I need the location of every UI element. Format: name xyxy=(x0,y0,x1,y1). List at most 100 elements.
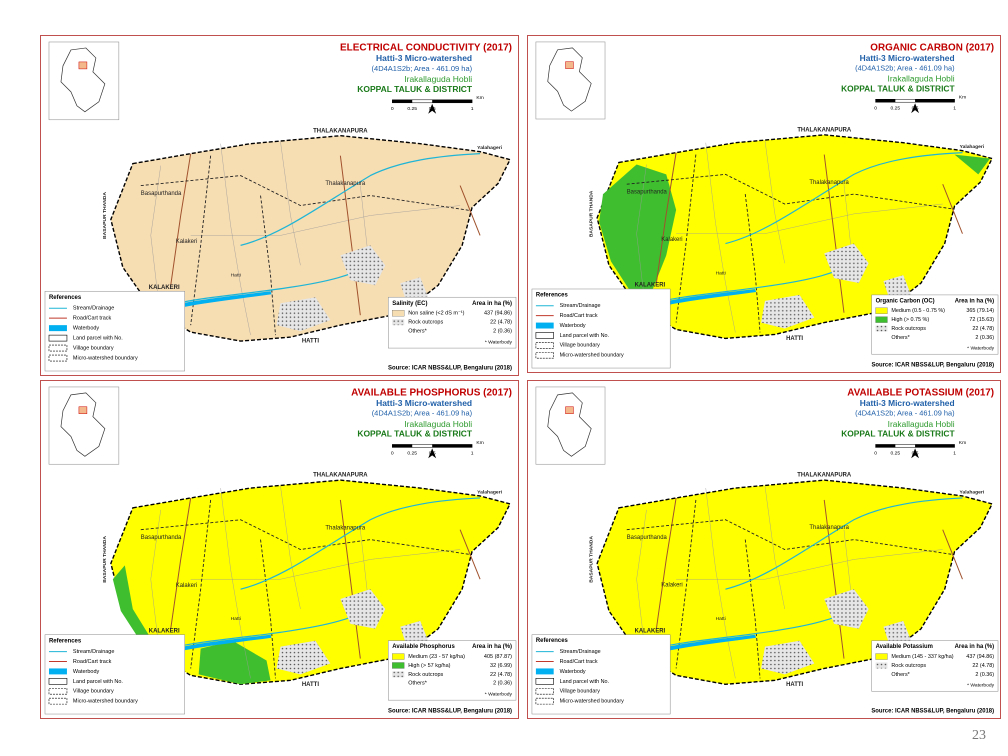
high-zone xyxy=(112,565,155,645)
scale-bar-seg xyxy=(915,444,955,448)
ref-symbol xyxy=(535,697,554,705)
land-parcel-line xyxy=(705,488,736,679)
references-frame xyxy=(44,634,185,715)
ref-symbol xyxy=(535,678,554,685)
ref-label: Land parcel with No. xyxy=(560,679,610,685)
ref-label: Road/Cart track xyxy=(560,659,598,665)
legend-area: 2 (0.36) xyxy=(975,672,994,678)
ref-label: Road/Cart track xyxy=(73,316,112,322)
village-label: THALAKANAPURA xyxy=(797,127,852,133)
legend-frame xyxy=(871,640,999,692)
village-label: Kalakeri xyxy=(176,583,198,589)
scale-label: 0 xyxy=(391,451,394,457)
road xyxy=(339,155,361,316)
map-panel: AVAILABLE PHOSPHORUS (2017) Hatti-3 Micro… xyxy=(40,380,519,719)
inset-district xyxy=(565,406,574,414)
road xyxy=(655,152,677,284)
inset-state xyxy=(60,392,106,457)
road xyxy=(170,497,192,629)
ref-symbol xyxy=(48,668,67,675)
land-parcel-line xyxy=(636,164,647,301)
scale-bar-seg xyxy=(875,99,896,103)
legend-swatch xyxy=(392,671,405,678)
legend-label: High (> 57 kg/ha) xyxy=(408,663,450,669)
map-title: ORGANIC CARBON (2017) xyxy=(870,42,994,53)
ref-symbol xyxy=(535,322,554,329)
legend-label: Others* xyxy=(891,672,910,678)
village-boundary xyxy=(260,539,276,679)
inset-district xyxy=(78,61,88,70)
watershed-area: (4D4A1S2b; Area - 461.09 ha) xyxy=(855,64,954,73)
legend-note: * Waterbody xyxy=(967,346,994,352)
ref-symbol xyxy=(48,697,68,705)
village-boundary xyxy=(626,173,953,210)
village-label: KALAKERI xyxy=(149,628,180,634)
scale-label: Km xyxy=(476,95,483,101)
page-number: 23 xyxy=(972,728,986,743)
legend-area-heading: Area in ha (%) xyxy=(955,298,994,304)
scale-label: Km xyxy=(476,440,483,446)
village-boundary xyxy=(675,154,697,323)
map-title: AVAILABLE POTASSIUM (2017) xyxy=(847,387,994,398)
village-boundary xyxy=(744,539,761,679)
scale-label: Km xyxy=(959,95,966,101)
map: AVAILABLE PHOSPHORUS (2017)Hatti-3 Micro… xyxy=(44,386,517,715)
land-parcel-line xyxy=(150,509,161,647)
waterbody xyxy=(150,634,272,659)
source: Source: ICAR NBSS&LUP, Bengaluru (2018) xyxy=(388,709,512,715)
ref-label: Micro-watershed boundary xyxy=(73,699,138,705)
rock-outcrop xyxy=(340,245,386,286)
watershed-name: Hatti-3 Micro-watershed xyxy=(860,398,955,408)
waterbody xyxy=(150,291,272,316)
references-heading: References xyxy=(49,638,82,644)
references-frame xyxy=(44,290,185,372)
ref-symbol xyxy=(48,678,68,685)
legend-swatch xyxy=(392,662,405,669)
village-boundary xyxy=(140,175,471,211)
legend-area-heading: Area in ha (%) xyxy=(955,644,994,650)
land-parcel-line xyxy=(636,509,647,647)
village-label: BASAPUR THANDA xyxy=(589,536,595,583)
scale-label: 1 xyxy=(471,106,474,112)
legend-area: 22 (4.78) xyxy=(490,320,512,326)
legend-area: 2 (0.36) xyxy=(975,335,994,341)
ref-label: Waterbody xyxy=(73,326,100,332)
legend-label: Medium (0.5 - 0.75 %) xyxy=(891,308,945,314)
legend-swatch xyxy=(392,319,405,326)
rock-outcrop xyxy=(276,297,331,332)
ref-label: Micro-watershed boundary xyxy=(560,699,625,705)
ref-symbol xyxy=(48,687,68,695)
road xyxy=(655,497,677,629)
road xyxy=(823,154,845,313)
land-parcel-line xyxy=(764,486,785,610)
taluk-name: KOPPAL TALUK & DISTRICT xyxy=(841,84,955,94)
watershed-name: Hatti-3 Micro-watershed xyxy=(376,53,472,63)
legend-label: Others* xyxy=(408,329,427,335)
watershed-area: (4D4A1S2b; Area - 461.09 ha) xyxy=(372,409,473,418)
village-label: THALAKANAPURA xyxy=(313,473,368,479)
road xyxy=(942,184,963,234)
legend-area: 22 (4.78) xyxy=(490,672,512,678)
scale-bar-seg xyxy=(875,444,896,448)
inset-district xyxy=(78,406,88,414)
map-panel: ORGANIC CARBON (2017) Hatti-3 Micro-water… xyxy=(527,35,1001,373)
legend-frame xyxy=(871,294,999,355)
ref-label: Village boundary xyxy=(560,689,601,695)
inset-state xyxy=(60,47,106,113)
village-label: HATTI xyxy=(302,682,319,688)
map: ELECTRICAL CONDUCTIVITY (2017)Hatti-3 Mi… xyxy=(44,41,517,372)
ref-label: Micro-watershed boundary xyxy=(560,353,624,359)
ref-label: Land parcel with No. xyxy=(73,679,124,685)
village-label: Thalakanapura xyxy=(325,525,366,531)
legend-swatch xyxy=(875,662,888,669)
land-parcel-line xyxy=(280,486,301,610)
stream xyxy=(725,152,963,245)
road xyxy=(942,529,963,580)
legend-swatch xyxy=(875,325,888,332)
legend-area: 2 (0.36) xyxy=(493,681,512,687)
legend-label: Rock outcrops xyxy=(408,320,443,326)
legend-note: * Waterbody xyxy=(485,692,513,698)
hobli-name: Irakallaguda Hobli xyxy=(888,74,955,84)
road xyxy=(339,499,361,659)
